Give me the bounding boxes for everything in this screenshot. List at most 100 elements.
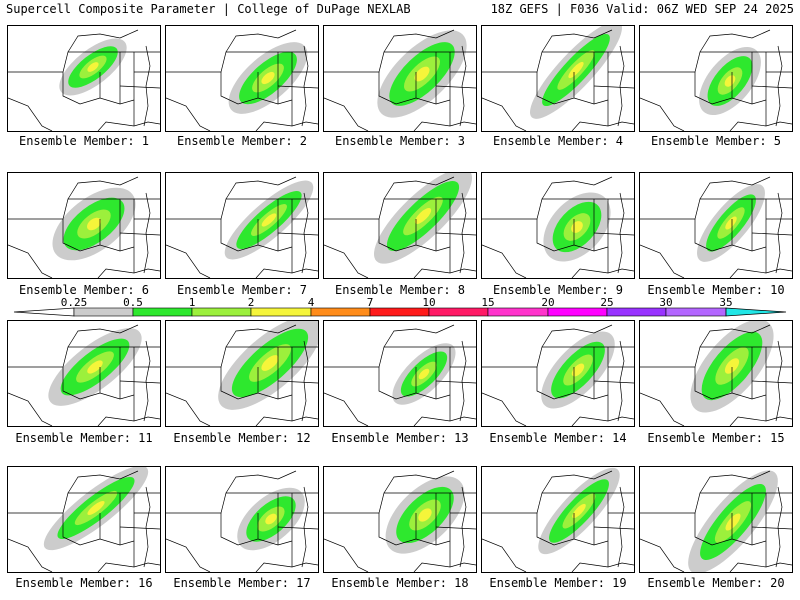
colorbar-tick-label: 2: [247, 296, 255, 309]
state-boundary-line: [459, 340, 467, 422]
ensemble-panel-9: [481, 172, 635, 279]
state-boundary-line: [593, 380, 634, 384]
state-boundary-line: [67, 29, 139, 53]
state-boundary-line: [119, 85, 160, 89]
scp-contour-yellow: [568, 61, 584, 79]
state-boundary-line: [67, 176, 139, 200]
ensemble-member-label: Ensemble Member: 19: [489, 576, 627, 590]
state-boundary-line: [617, 45, 625, 127]
state-boundary-line: [166, 492, 318, 514]
state-boundary-line: [541, 470, 613, 494]
map-basemap: [482, 176, 634, 278]
state-boundary-line: [729, 268, 792, 278]
state-boundary-line: [751, 232, 792, 236]
state-boundary-line: [67, 324, 139, 348]
state-boundary-line: [435, 380, 476, 384]
state-boundary-line: [324, 244, 369, 278]
state-boundary-line: [413, 121, 476, 131]
state-boundary-line: [220, 72, 293, 105]
state-boundary-line: [8, 346, 160, 368]
ensemble-panel-11: [7, 320, 161, 427]
ensemble-panel-8: [323, 172, 477, 279]
colorbar-tick-label: 1: [188, 296, 196, 309]
ensemble-panel-1: [7, 25, 161, 132]
state-boundary-line: [699, 470, 771, 494]
state-boundary-line: [324, 198, 476, 220]
scp-contour-field: [52, 187, 136, 261]
state-boundary-line: [775, 45, 783, 127]
ensemble-member-label: Ensemble Member: 10: [647, 283, 785, 297]
colorbar-tick-label: 30: [659, 296, 673, 309]
state-boundary-line: [8, 492, 160, 514]
state-boundary-line: [482, 346, 634, 368]
state-boundary-line: [324, 346, 476, 368]
map-basemap: [8, 324, 160, 426]
state-boundary-line: [378, 513, 451, 546]
state-boundary-line: [225, 176, 297, 200]
state-boundary-line: [699, 324, 771, 348]
state-boundary-line: [301, 340, 309, 422]
scp-contour-yellow: [571, 363, 585, 377]
map-basemap: [482, 467, 634, 572]
scp-contour-field: [228, 42, 308, 114]
ensemble-member-label: Ensemble Member: 16: [15, 576, 153, 590]
state-boundary-line: [8, 97, 53, 131]
scp-contour-field: [373, 173, 473, 264]
state-boundary-line: [536, 513, 609, 546]
colorbar-segment: [369, 307, 430, 317]
state-boundary-line: [413, 268, 476, 278]
ensemble-member-label: Ensemble Member: 12: [173, 431, 311, 445]
scp-contour-field: [543, 192, 611, 262]
state-boundary-line: [166, 392, 211, 426]
state-boundary-line: [775, 486, 783, 568]
state-boundary-line: [640, 492, 792, 514]
state-boundary-line: [277, 232, 318, 236]
colorbar-segment: [428, 307, 489, 317]
state-boundary-line: [220, 219, 293, 252]
state-boundary-line: [220, 513, 293, 546]
state-boundary-line: [166, 97, 211, 131]
state-boundary-line: [255, 416, 318, 426]
state-boundary-line: [277, 526, 318, 530]
map-basemap: [640, 470, 792, 572]
state-boundary-line: [225, 470, 297, 494]
state-boundary-line: [220, 367, 293, 400]
state-boundary-line: [775, 192, 783, 274]
ensemble-member-label: Ensemble Member: 3: [334, 134, 466, 148]
ensemble-panel-4: [481, 25, 635, 132]
state-boundary-line: [97, 562, 160, 572]
state-boundary-line: [593, 232, 634, 236]
state-boundary-line: [67, 470, 139, 494]
state-boundary-line: [378, 367, 451, 400]
state-boundary-line: [225, 324, 297, 348]
ensemble-panel-3: [323, 25, 477, 132]
state-boundary-line: [97, 121, 160, 131]
ensemble-member-label: Ensemble Member: 17: [173, 576, 311, 590]
ensemble-panel-19: [481, 466, 635, 573]
state-boundary-line: [640, 538, 685, 572]
state-boundary-line: [119, 380, 160, 384]
state-boundary-line: [459, 192, 467, 274]
state-boundary-line: [435, 232, 476, 236]
state-boundary-line: [301, 192, 309, 274]
state-boundary-line: [62, 72, 135, 105]
state-boundary-line: [482, 538, 527, 572]
colorbar-right-arrow: [725, 307, 787, 317]
colorbar-tick-label: 35: [719, 296, 733, 309]
scp-contour-field: [392, 343, 456, 405]
scp-contour-field: [59, 38, 127, 96]
scp-contour-yellow: [724, 358, 740, 374]
ensemble-panel-18: [323, 466, 477, 573]
state-boundary-line: [482, 244, 527, 278]
ensemble-panel-17: [165, 466, 319, 573]
scp-contour-field: [43, 467, 149, 551]
color-scale-bar: [13, 307, 787, 317]
state-boundary-line: [143, 486, 151, 568]
state-boundary-line: [593, 85, 634, 89]
ensemble-member-label: Ensemble Member: 14: [489, 431, 627, 445]
state-boundary-line: [571, 268, 634, 278]
ensemble-member-label: Ensemble Member: 2: [176, 134, 308, 148]
state-boundary-line: [383, 176, 455, 200]
state-boundary-line: [640, 392, 685, 426]
map-basemap: [482, 324, 634, 426]
